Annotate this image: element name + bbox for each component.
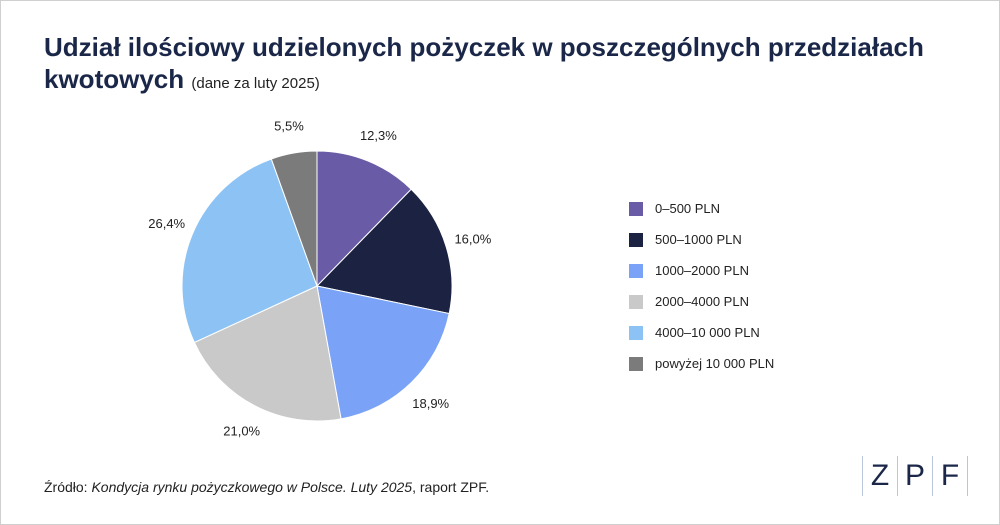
legend-swatch bbox=[629, 263, 643, 278]
logo-divider bbox=[932, 456, 933, 496]
source-suffix: , raport ZPF. bbox=[412, 479, 490, 495]
pie-slice bbox=[270, 150, 318, 287]
slice-value-label: 18,9% bbox=[412, 396, 449, 411]
logo-letter-f: F bbox=[940, 459, 960, 492]
legend-item: powyżej 10 000 PLN bbox=[629, 348, 774, 379]
chart-title-main: Udział ilościowy udzielonych pożyczek w … bbox=[44, 32, 924, 94]
legend-swatch bbox=[629, 325, 643, 340]
slice-value-label: 16,0% bbox=[454, 231, 491, 246]
chart-legend: 0–500 PLN 500–1000 PLN 1000–2000 PLN 2000–4… bbox=[629, 193, 774, 379]
legend-label: 1000–2000 PLN bbox=[655, 263, 749, 278]
pie-slice bbox=[316, 150, 412, 288]
chart-title-subtitle: (dane za luty 2025) bbox=[191, 75, 320, 92]
slice-value-label: 12,3% bbox=[360, 128, 397, 143]
legend-swatch bbox=[629, 294, 643, 309]
source-prefix: Źródło: bbox=[44, 479, 92, 495]
slice-value-label: 26,4% bbox=[148, 216, 185, 231]
legend-label: 4000–10 000 PLN bbox=[655, 325, 760, 340]
zpf-logo: Z P F bbox=[862, 455, 968, 497]
legend-label: 2000–4000 PLN bbox=[655, 294, 749, 309]
legend-label: 0–500 PLN bbox=[655, 201, 721, 216]
pie-slice bbox=[316, 285, 450, 420]
logo-letter-z: Z bbox=[870, 459, 890, 492]
legend-item: 1000–2000 PLN bbox=[629, 255, 774, 286]
legend-label: powyżej 10 000 PLN bbox=[655, 356, 775, 371]
logo-divider bbox=[862, 456, 863, 496]
logo-letter-p: P bbox=[904, 459, 925, 492]
slice-value-label: 21,0% bbox=[223, 424, 260, 439]
legend-item: 0–500 PLN bbox=[629, 193, 774, 224]
legend-swatch bbox=[629, 356, 643, 371]
source-note: Źródło: Kondycja rynku pożyczkowego w Po… bbox=[44, 479, 489, 495]
logo-divider bbox=[967, 456, 968, 496]
chart-title: Udział ilościowy udzielonych pożyczek w … bbox=[44, 31, 944, 100]
legend-swatch bbox=[629, 201, 643, 216]
legend-item: 2000–4000 PLN bbox=[629, 286, 774, 317]
pie-slice bbox=[193, 285, 342, 422]
source-title: Kondycja rynku pożyczkowego w Polsce. Lu… bbox=[91, 479, 413, 495]
legend-item: 500–1000 PLN bbox=[629, 224, 774, 255]
legend-item: 4000–10 000 PLN bbox=[629, 317, 774, 348]
logo-divider bbox=[897, 456, 898, 496]
slice-value-label: 5,5% bbox=[274, 118, 304, 133]
pie-slice bbox=[316, 188, 453, 315]
pie-slice bbox=[181, 158, 318, 344]
legend-swatch bbox=[629, 232, 643, 247]
legend-label: 500–1000 PLN bbox=[655, 232, 742, 247]
